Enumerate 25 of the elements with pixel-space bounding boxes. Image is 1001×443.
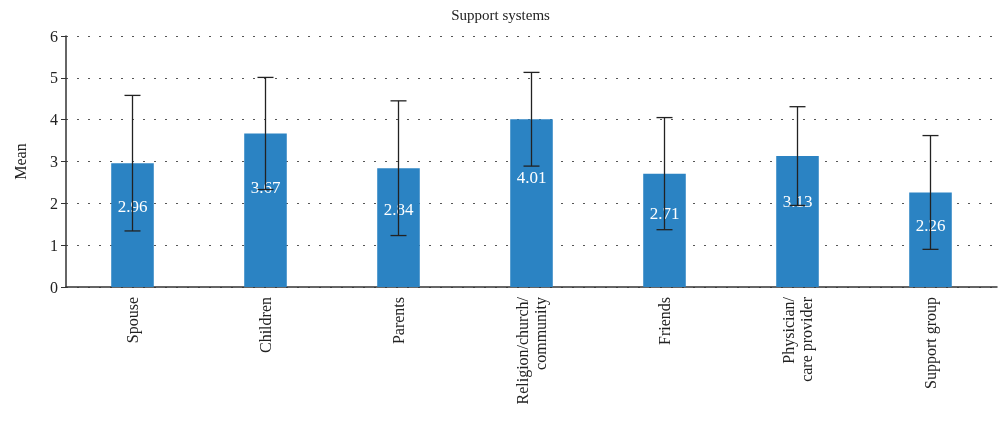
bar [111,163,154,287]
x-tick-label: Physician/care provider [780,296,816,382]
x-tick-label: Spouse [124,297,142,344]
data-label: 3.13 [782,192,813,212]
bar [244,133,287,287]
chart-title: Support systems [451,6,551,23]
bar [776,156,819,287]
y-axis-title: Mean [11,143,29,180]
y-tick-label: 0 [50,278,58,296]
y-tick-label: 3 [50,153,58,170]
data-label: 4.01 [516,168,547,188]
x-tick-label: Support group [922,297,940,389]
y-tick-label: 5 [50,69,58,87]
y-tick-label: 4 [50,111,58,129]
bar [909,192,952,287]
x-tick-label: Children [257,297,274,353]
y-tick-label: 2 [50,194,58,212]
x-tick-label: Religion/church/community [514,296,550,405]
y-tick-label: 1 [50,236,58,254]
x-tick-label: Parents [390,297,407,345]
y-tick-label: 6 [50,27,58,45]
bar [643,173,686,287]
bar [510,119,553,287]
x-tick-label: Friends [656,297,673,345]
bar [377,168,420,287]
